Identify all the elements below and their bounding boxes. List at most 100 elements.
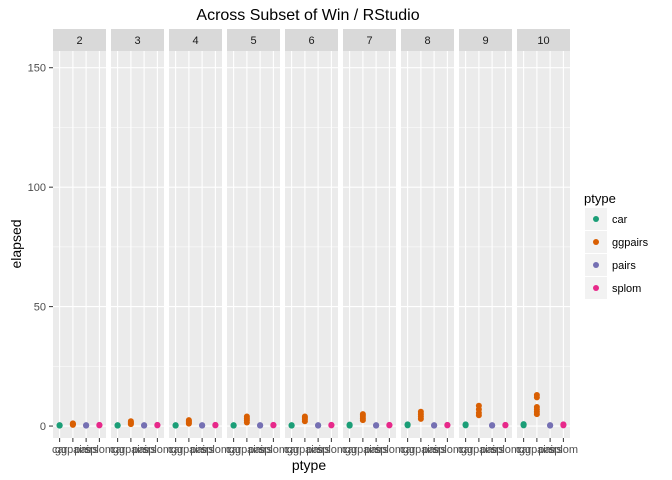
x-tick-label-ggpairs: ggpairs [55,444,92,456]
legend-marker-pairs [593,262,599,268]
data-point-pairs [547,422,554,429]
legend-label-car: car [612,214,628,226]
data-point-pairs [257,422,264,429]
y-tick-label: 50 [34,302,46,314]
facet-strip [285,29,338,51]
x-tick-label-pairs: pairs [306,444,330,456]
data-point-ggpairs [533,403,540,410]
x-tick-label-car: car [168,444,184,456]
x-tick-label-splom: splom [201,444,230,456]
data-point-pairs [199,422,206,429]
x-tick-label-car: car [516,444,532,456]
legend-label-ggpairs: ggpairs [612,237,649,249]
y-axis-title: elapsed [8,219,24,268]
data-point-ggpairs [475,402,482,409]
x-tick-label-car: car [110,444,126,456]
panel-background [53,51,106,438]
data-point-ggpairs [359,411,366,418]
data-point-car [230,422,237,429]
x-tick-label-pairs: pairs [480,444,504,456]
legend-title: ptype [584,191,616,206]
y-axis: 0 50 100 150 [28,63,53,433]
data-point-pairs [373,422,380,429]
y-tick-label: 0 [40,421,46,433]
x-tick-label-splom: splom [85,444,114,456]
x-tick-label-splom: splom [375,444,404,456]
panel-background [343,51,396,438]
data-point-splom [502,421,509,428]
data-point-pairs [315,422,322,429]
panel-background [227,51,280,438]
x-tick-label-splom: splom [259,444,288,456]
data-point-car [520,421,527,428]
panel-background [401,51,454,438]
panel-background [517,51,570,438]
facet-strip [343,29,396,51]
x-tick-label-car: car [284,444,300,456]
facet-strip [169,29,222,51]
data-point-ggpairs [185,417,192,424]
facet-strip-label: 3 [134,35,140,47]
chart-title: Across Subset of Win / RStudio [196,7,419,24]
data-point-pairs [431,422,438,429]
panel-background [285,51,338,438]
facet-strip [53,29,106,51]
data-point-car [346,421,353,428]
data-point-car [288,422,295,429]
facet-panels: 2carggpairspairssplom3carggpairspairsspl… [52,29,578,456]
x-tick-label-ggpairs: ggpairs [287,444,324,456]
data-point-ggpairs [69,420,76,427]
legend: ptype car ggpairs pairs splom [584,191,649,299]
x-tick-label-car: car [458,444,474,456]
legend-marker-car [593,216,599,222]
x-tick-label-pairs: pairs [538,444,562,456]
data-point-ggpairs [417,408,424,415]
x-tick-label-ggpairs: ggpairs [519,444,556,456]
x-tick-label-ggpairs: ggpairs [171,444,208,456]
x-tick-label-ggpairs: ggpairs [345,444,382,456]
data-point-ggpairs [243,413,250,420]
facet-strip [459,29,512,51]
legend-label-splom: splom [612,283,641,295]
facet-strip-label: 8 [424,35,430,47]
x-tick-label-car: car [226,444,242,456]
data-point-splom [328,421,335,428]
x-tick-label-pairs: pairs [364,444,388,456]
legend-label-pairs: pairs [612,260,636,272]
x-tick-label-ggpairs: ggpairs [403,444,440,456]
data-point-splom [96,421,103,428]
x-tick-label-ggpairs: ggpairs [461,444,498,456]
data-point-splom [444,421,451,428]
x-tick-label-pairs: pairs [132,444,156,456]
x-tick-label-car: car [400,444,416,456]
panel-background [111,51,164,438]
data-point-splom [560,421,567,428]
data-point-pairs [489,422,496,429]
facet-strip-label: 10 [537,35,549,47]
y-tick-label: 150 [28,63,46,75]
panel-background [459,51,512,438]
facet-strip-label: 6 [308,35,314,47]
facet-strip-label: 5 [250,35,256,47]
panel-background [169,51,222,438]
facet-strip-label: 9 [482,35,488,47]
legend-marker-ggpairs [593,239,599,245]
x-tick-label-splom: splom [491,444,520,456]
x-tick-label-splom: splom [549,444,578,456]
data-point-car [56,422,63,429]
x-axis-title: ptype [292,457,326,473]
data-point-splom [270,421,277,428]
facet-strip-label: 4 [192,35,198,47]
facet-strip [517,29,570,51]
x-tick-label-ggpairs: ggpairs [229,444,266,456]
x-tick-label-pairs: pairs [74,444,98,456]
facet-strip-label: 2 [76,35,82,47]
x-tick-label-pairs: pairs [248,444,272,456]
data-point-ggpairs [533,392,540,398]
